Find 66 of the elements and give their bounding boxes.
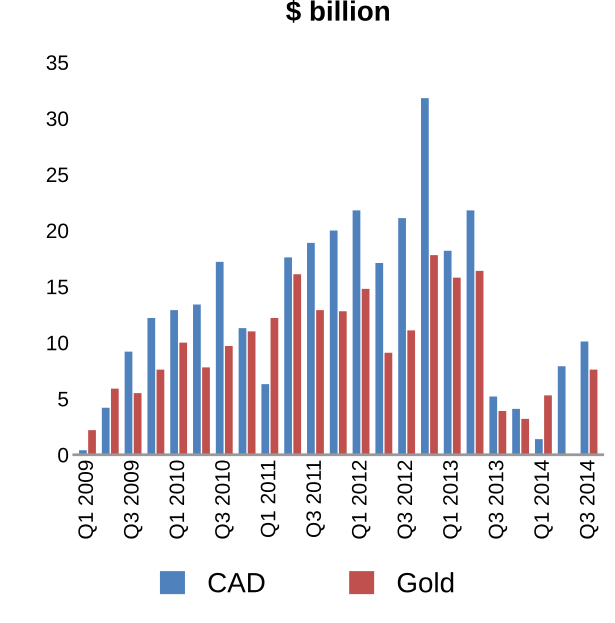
bar [147, 318, 156, 455]
bar [307, 242, 315, 455]
bar [293, 274, 302, 455]
bar [407, 330, 416, 455]
y-tick-label: 0 [58, 448, 68, 463]
bar [134, 393, 142, 455]
bar [170, 310, 178, 455]
x-tick-label: Q1 2010 [170, 460, 188, 539]
bar [261, 384, 270, 455]
bar [498, 411, 506, 455]
y-tick-label: 30 [46, 111, 68, 126]
x-tick-label: Q3 2013 [488, 460, 508, 539]
bar [558, 366, 566, 455]
bar [156, 370, 164, 455]
bar [362, 288, 370, 455]
y-tick-label: 10 [47, 336, 68, 350]
bar [224, 346, 233, 455]
bar [248, 331, 256, 455]
bar [476, 270, 484, 455]
legend-label: Gold [398, 572, 454, 593]
bar [284, 257, 292, 455]
bar [580, 342, 588, 455]
x-tick-label: Q1 2009 [78, 460, 97, 539]
bar [202, 367, 210, 455]
x-tick-label: Q1 2012 [352, 460, 370, 539]
bar [352, 210, 360, 455]
x-tick-label: Q3 2011 [306, 460, 325, 538]
x-tick-label: Q3 2009 [124, 460, 142, 539]
bar [444, 250, 452, 455]
chart-title: $ billion [286, 0, 390, 23]
bar [489, 396, 498, 455]
legend-label: CAD [208, 572, 264, 593]
bar [398, 218, 406, 455]
y-tick-label: 25 [46, 167, 68, 182]
y-tick-label: 15 [47, 280, 68, 294]
bar [124, 352, 132, 455]
bar [216, 262, 224, 455]
x-tick-label: Q1 2014 [534, 460, 553, 539]
bar [338, 311, 347, 455]
bar [430, 255, 438, 455]
y-tick-label: 35 [46, 55, 68, 70]
bar [238, 328, 246, 455]
bar [590, 370, 598, 455]
x-tick-label: Q1 2011 [260, 460, 280, 538]
bar [330, 230, 338, 455]
bar [512, 408, 520, 455]
x-tick-label: Q1 2013 [443, 460, 462, 539]
bar [179, 342, 188, 455]
bar [521, 418, 530, 455]
bar [384, 352, 392, 455]
bar [193, 304, 201, 455]
y-tick-label: 5 [58, 392, 68, 406]
bar [466, 210, 474, 455]
bar [270, 318, 278, 455]
bar [316, 310, 324, 455]
y-tick-label: 20 [46, 224, 68, 238]
bar [102, 408, 110, 455]
x-tick-label: Q3 2010 [215, 460, 234, 539]
x-tick-label: Q3 2012 [397, 460, 416, 539]
bar [421, 98, 429, 455]
bar [110, 388, 119, 455]
bar [88, 430, 96, 455]
bar [375, 263, 384, 455]
x-tick-label: Q3 2014 [580, 460, 598, 539]
bar [544, 395, 552, 455]
bar [452, 278, 461, 455]
